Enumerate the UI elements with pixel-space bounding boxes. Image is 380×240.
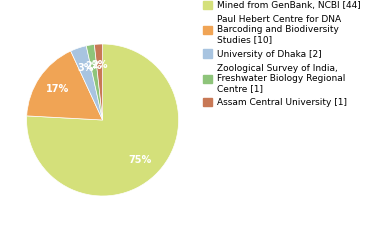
Text: 17%: 17% [46,84,69,94]
Wedge shape [94,44,103,120]
Wedge shape [27,44,179,196]
Wedge shape [71,46,103,120]
Text: 3%: 3% [77,63,93,73]
Wedge shape [27,51,103,120]
Legend: Mined from GenBank, NCBI [44], Paul Hebert Centre for DNA
Barcoding and Biodiver: Mined from GenBank, NCBI [44], Paul Hebe… [202,0,361,108]
Text: 75%: 75% [128,155,152,165]
Text: 2%: 2% [91,60,108,70]
Text: 2%: 2% [86,61,102,71]
Wedge shape [86,44,103,120]
